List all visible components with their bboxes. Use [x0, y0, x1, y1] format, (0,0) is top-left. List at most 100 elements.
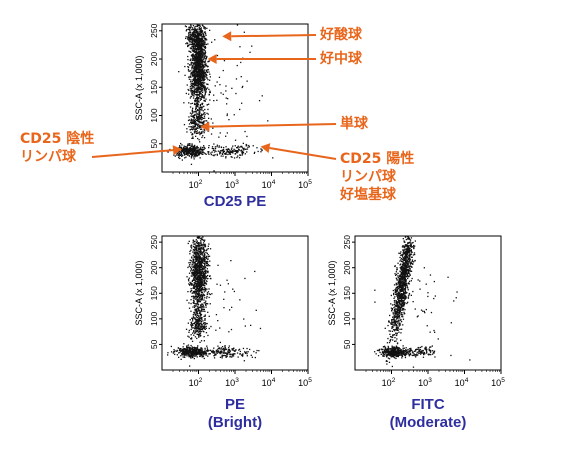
data-point [404, 269, 407, 271]
data-point [233, 114, 235, 116]
data-point [194, 317, 196, 319]
data-point [198, 83, 200, 85]
data-point [193, 111, 195, 113]
data-point [197, 292, 199, 294]
data-point [204, 254, 206, 257]
data-point [196, 80, 198, 82]
data-point [197, 314, 199, 316]
data-point [402, 281, 405, 283]
data-point [198, 295, 200, 297]
data-point [192, 43, 194, 46]
data-point [207, 270, 209, 272]
data-point [181, 144, 183, 146]
data-point [206, 350, 208, 352]
data-point [200, 75, 203, 77]
data-point [189, 146, 191, 148]
data-point [187, 291, 189, 293]
data-point [194, 126, 196, 128]
data-point [253, 350, 255, 353]
data-point [203, 84, 205, 86]
data-point [204, 256, 206, 259]
y-tick-label: 100 [149, 311, 159, 325]
data-point [200, 306, 202, 308]
data-point [190, 357, 192, 359]
data-point [193, 290, 196, 292]
data-point [198, 41, 200, 43]
data-point [203, 353, 205, 356]
data-point [241, 146, 243, 148]
data-point [196, 40, 198, 42]
data-point [196, 78, 198, 80]
data-point [189, 47, 191, 49]
data-point [186, 148, 188, 150]
data-point [394, 329, 396, 331]
data-point [189, 250, 191, 253]
data-point [194, 336, 197, 338]
data-point [207, 334, 209, 337]
data-point [183, 149, 185, 151]
data-point [404, 252, 406, 255]
data-point [400, 275, 402, 278]
data-point [197, 116, 200, 118]
data-point [202, 271, 204, 273]
data-point [188, 126, 190, 128]
data-point [196, 69, 198, 71]
data-point [397, 298, 399, 300]
data-point [194, 34, 196, 36]
data-point [398, 285, 401, 287]
y-tick-label: 150 [149, 286, 159, 300]
data-point [192, 260, 194, 262]
data-point [223, 349, 225, 351]
data-point [205, 272, 207, 274]
data-point [401, 295, 403, 297]
data-point [197, 249, 199, 251]
data-point [202, 308, 204, 311]
data-point [194, 79, 197, 81]
data-point [245, 143, 247, 146]
data-point [204, 349, 206, 351]
data-point [223, 350, 225, 352]
data-point [194, 152, 196, 154]
data-point [228, 153, 230, 155]
data-point [203, 289, 205, 291]
data-point [199, 52, 201, 54]
data-point [194, 123, 196, 125]
data-point [202, 353, 204, 355]
data-point [198, 82, 200, 84]
data-point [195, 62, 197, 64]
data-point [195, 285, 198, 287]
data-point [201, 116, 203, 119]
data-point [207, 43, 209, 45]
data-point [200, 241, 202, 243]
data-point [409, 262, 411, 264]
data-point [242, 151, 245, 154]
data-point [401, 315, 403, 318]
data-point [198, 335, 200, 337]
data-point [199, 38, 201, 41]
data-point [404, 241, 406, 243]
data-point [188, 329, 190, 332]
data-point [193, 334, 195, 336]
data-point [191, 119, 193, 121]
data-point [194, 94, 196, 96]
data-point [195, 309, 198, 311]
data-point [203, 336, 205, 338]
data-point [394, 306, 396, 308]
data-point [215, 314, 218, 316]
data-point [246, 80, 248, 82]
data-point [199, 92, 201, 94]
data-point [190, 352, 192, 355]
data-point [189, 59, 191, 61]
data-point [193, 267, 195, 269]
data-point [403, 275, 405, 278]
data-point [194, 45, 197, 47]
data-point [192, 46, 195, 48]
data-point [206, 256, 208, 258]
data-point [180, 146, 183, 149]
data-point [189, 86, 191, 88]
data-point [197, 68, 199, 70]
data-point [198, 118, 200, 120]
data-point [199, 268, 201, 271]
data-point [195, 277, 197, 280]
data-point [181, 159, 183, 161]
